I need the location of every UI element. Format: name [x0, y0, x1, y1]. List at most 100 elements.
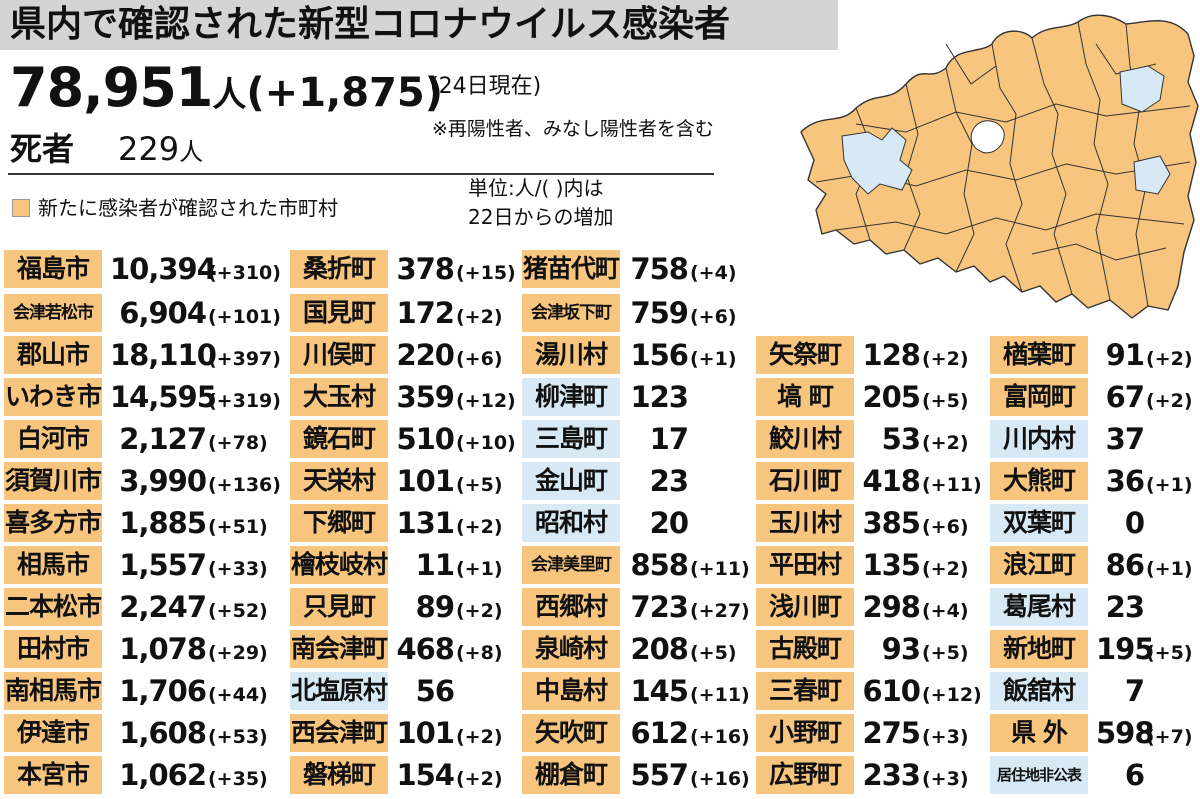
municipality-name: 郡山市 — [4, 336, 102, 374]
municipality-value: 23 — [630, 462, 689, 500]
municipality-value: 53 (+2) — [862, 420, 969, 458]
case-count: 1,608 — [119, 716, 207, 750]
case-increase: (+1) — [690, 348, 737, 370]
case-count: 1,706 — [119, 674, 207, 708]
case-count: 610 — [862, 674, 921, 708]
case-count: 23 — [649, 464, 689, 498]
case-count: 36 — [1105, 464, 1145, 498]
case-count: 6,904 — [119, 296, 207, 330]
municipality-name: 檜枝岐村 — [290, 546, 388, 584]
deaths-unit: 人 — [179, 138, 204, 166]
municipality-value: 131 (+2) — [396, 504, 503, 542]
municipality-value: 101 (+2) — [396, 714, 502, 752]
municipality-value: 205 (+5) — [862, 378, 969, 416]
case-count: 759 — [630, 296, 689, 330]
municipality-value: 610 (+12) — [862, 672, 982, 710]
map-municipality-none — [1133, 155, 1171, 195]
case-count: 208 — [630, 632, 689, 666]
municipality-value: 6,904 (+101) — [110, 294, 281, 332]
municipality-name: 猪苗代町 — [522, 250, 620, 288]
municipality-name: 湯川村 — [522, 336, 620, 374]
case-count: 359 — [396, 380, 455, 414]
case-increase: (+29) — [208, 642, 268, 664]
municipality-value: 154 (+2) — [396, 756, 502, 794]
municipality-name: 本宮市 — [4, 756, 102, 794]
case-increase: (+2) — [922, 348, 969, 370]
divider — [8, 173, 714, 175]
municipality-value: 135 (+2) — [862, 546, 968, 584]
case-increase: (+44) — [208, 684, 268, 706]
case-increase: (+78) — [208, 432, 268, 454]
municipality-value: 510 (+10) — [396, 420, 515, 458]
municipality-name: 会津坂下町 — [522, 294, 620, 332]
municipality-value: 86 (+1) — [1096, 546, 1193, 584]
case-count: 93 — [881, 632, 921, 666]
case-increase: (+5) — [690, 642, 737, 664]
case-count: 131 — [396, 506, 455, 540]
municipality-value: 759 (+6) — [630, 294, 736, 332]
municipality-value: 20 — [630, 504, 689, 542]
municipality-name: 葛尾村 — [990, 588, 1088, 626]
case-increase: (+4) — [690, 262, 737, 284]
case-increase: (+1) — [1146, 558, 1193, 580]
case-increase: (+11) — [922, 474, 982, 496]
municipality-name: 桑折町 — [290, 250, 388, 288]
municipality-value: 723 (+27) — [630, 588, 749, 626]
case-increase: (+5) — [922, 390, 969, 412]
municipality-name: 飯舘村 — [990, 672, 1088, 710]
case-increase: (+136) — [208, 474, 281, 496]
municipality-value: 145 (+11) — [630, 672, 749, 710]
case-increase: (+2) — [456, 306, 503, 328]
case-increase: (+2) — [456, 516, 503, 538]
case-increase: (+101) — [208, 306, 281, 328]
case-increase: (+12) — [922, 684, 982, 706]
case-count: 145 — [630, 674, 689, 708]
municipality-value: 67 (+2) — [1096, 378, 1193, 416]
municipality-name: 会津美里町 — [522, 546, 620, 584]
case-count: 378 — [396, 252, 455, 286]
municipality-value: 18,110(+397) — [110, 336, 281, 374]
municipality-value: 468 (+8) — [396, 630, 503, 668]
municipality-value: 156 (+1) — [630, 336, 737, 374]
case-count: 723 — [630, 590, 689, 624]
case-count: 172 — [396, 296, 455, 330]
case-count: 156 — [630, 338, 689, 372]
case-increase: (+15) — [456, 262, 516, 284]
case-count: 858 — [630, 548, 689, 582]
municipality-name: 三春町 — [756, 672, 854, 710]
municipality-name: 白河市 — [4, 420, 102, 458]
case-count: 56 — [415, 674, 455, 708]
total-count: 78,951 — [10, 56, 213, 119]
municipality-name: 須賀川市 — [4, 462, 102, 500]
municipality-value: 91 (+2) — [1096, 336, 1193, 374]
municipality-name: 鮫川村 — [756, 420, 854, 458]
case-count: 2,247 — [119, 590, 207, 624]
case-count: 101 — [396, 716, 455, 750]
municipality-name: 浪江町 — [990, 546, 1088, 584]
case-count: 1,885 — [119, 506, 207, 540]
municipality-value: 10,394(+310) — [110, 250, 281, 288]
municipality-value: 378 (+15) — [396, 250, 516, 288]
municipality-value: 1,078 (+29) — [110, 630, 268, 668]
municipality-name: 県 外 — [990, 714, 1088, 752]
municipality-value: 93 (+5) — [862, 630, 969, 668]
municipality-name: 西会津町 — [290, 714, 388, 752]
case-increase: (+33) — [208, 558, 268, 580]
deaths-count: 229 — [118, 130, 180, 168]
municipality-value: 298 (+4) — [862, 588, 968, 626]
municipality-value: 557 (+16) — [630, 756, 749, 794]
case-increase: (+8) — [456, 642, 503, 664]
municipality-name: 浅川町 — [756, 588, 854, 626]
total-unit: 人 — [212, 75, 247, 115]
case-count: 86 — [1105, 548, 1145, 582]
municipality-value: 359 (+12) — [396, 378, 515, 416]
map-no-new-cases — [841, 65, 1171, 195]
municipality-name: 小野町 — [756, 714, 854, 752]
case-increase: (+51) — [208, 516, 268, 538]
municipality-value: 1,706 (+44) — [110, 672, 268, 710]
municipality-name: 田村市 — [4, 630, 102, 668]
case-increase: (+16) — [690, 726, 750, 748]
case-increase: (+5) — [922, 642, 969, 664]
municipality-value: 0 — [1096, 504, 1145, 542]
municipality-name: 塙 町 — [756, 378, 854, 416]
